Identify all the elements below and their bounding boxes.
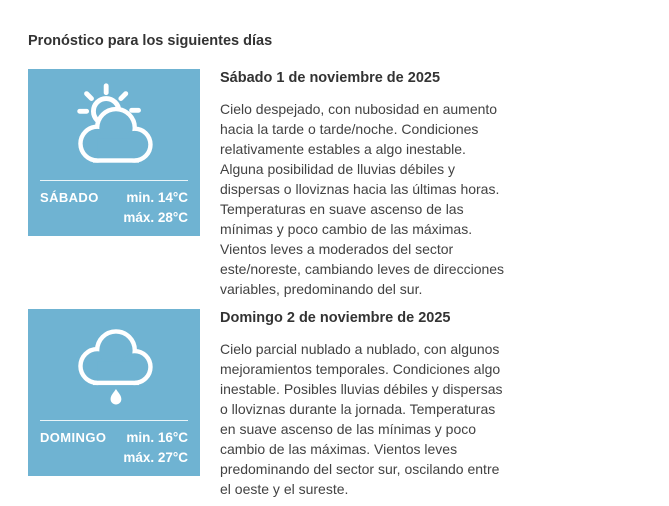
forecast-text-saturday: Sábado 1 de noviembre de 2025 Cielo desp… (220, 69, 508, 299)
date-heading: Sábado 1 de noviembre de 2025 (220, 70, 441, 86)
min-temperature: min. 14°C (126, 190, 188, 205)
min-temperature: min. 16°C (126, 430, 188, 445)
saturday-weather-card: SÁBADO min. 14°C máx. 28°C (28, 69, 200, 236)
forecast-row-sunday: DOMINGO min. 16°C máx. 27°C Domingo 2 de… (28, 309, 641, 499)
card-footer: DOMINGO min. 16°C máx. 27°C (28, 421, 200, 468)
max-temperature: máx. 27°C (123, 450, 188, 465)
max-temperature: máx. 28°C (123, 210, 188, 225)
temperature-block: min. 16°C máx. 27°C (123, 428, 188, 468)
forecast-description: Cielo parcial nublado a nublado, con alg… (220, 341, 503, 497)
forecast-text-sunday: Domingo 2 de noviembre de 2025 Cielo par… (220, 309, 508, 499)
card-divider (40, 420, 188, 421)
card-footer: SÁBADO min. 14°C máx. 28°C (28, 181, 200, 228)
day-name-label: DOMINGO (40, 430, 107, 445)
sunday-weather-card: DOMINGO min. 16°C máx. 27°C (28, 309, 200, 476)
temperature-block: min. 14°C máx. 28°C (123, 188, 188, 228)
forecast-description: Cielo despejado, con nubosidad en aument… (220, 101, 505, 297)
forecast-row-saturday: SÁBADO min. 14°C máx. 28°C Sábado 1 de n… (28, 69, 641, 299)
date-heading: Domingo 2 de noviembre de 2025 (220, 310, 451, 326)
card-divider (40, 180, 188, 181)
day-name-label: SÁBADO (40, 190, 99, 205)
partly-cloudy-icon (28, 69, 200, 180)
rain-cloud-icon (28, 309, 200, 420)
page-title: Pronóstico para los siguientes días (28, 33, 273, 49)
